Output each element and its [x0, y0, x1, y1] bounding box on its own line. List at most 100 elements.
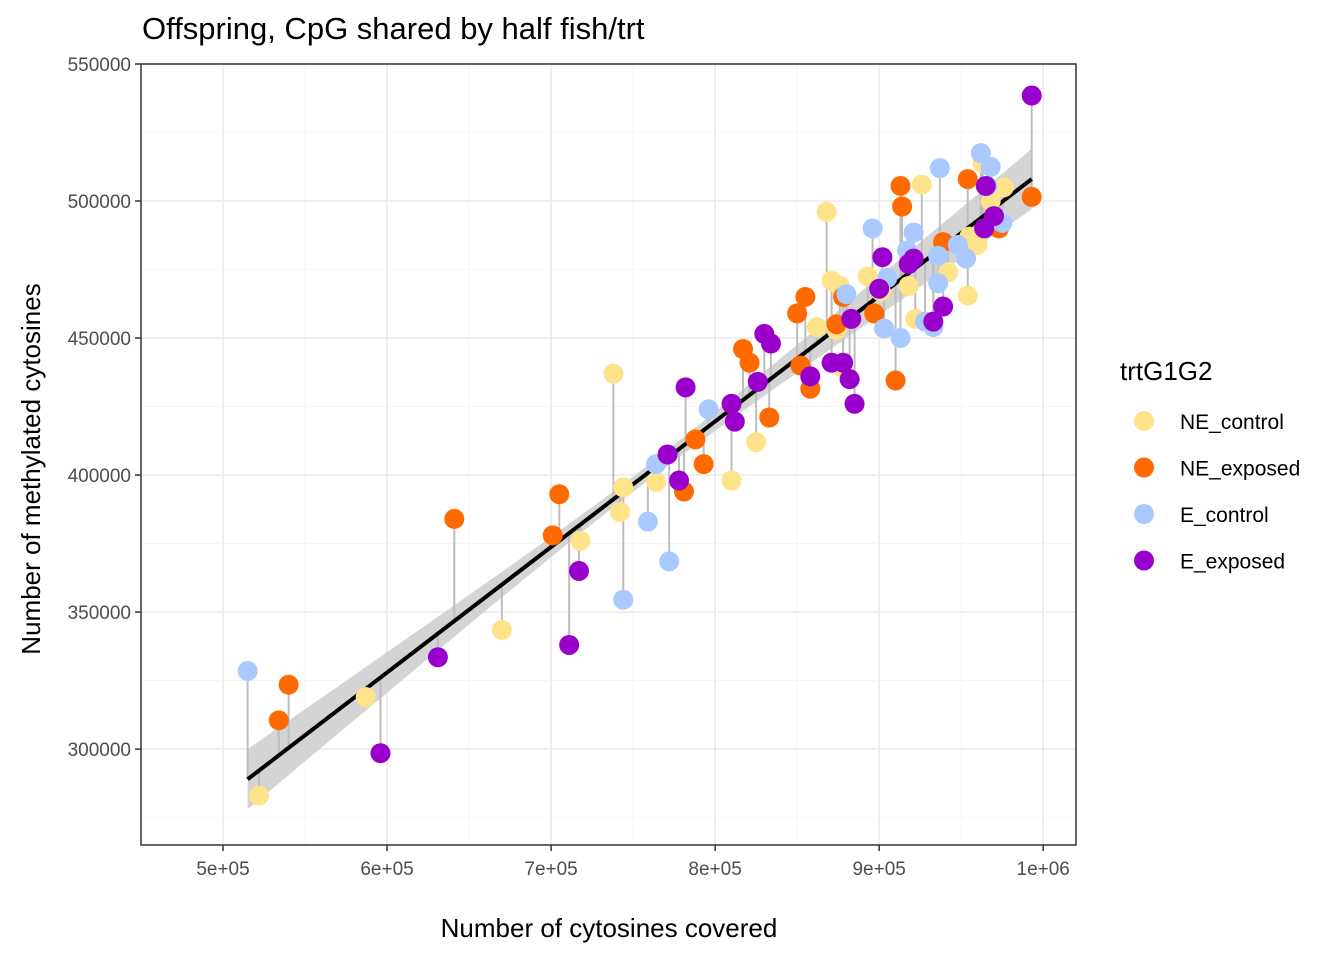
legend-key-e-control	[1134, 504, 1154, 524]
data-point-e-control	[980, 156, 1001, 177]
data-point-e-exposed	[724, 411, 745, 432]
data-point-ne-exposed	[444, 508, 465, 529]
legend-label-ne-control: NE_control	[1180, 411, 1284, 434]
x-tick-label: 5e+05	[196, 859, 249, 880]
data-point-ne-exposed	[787, 303, 808, 324]
data-point-e-control	[928, 245, 949, 266]
data-point-ne-control	[911, 174, 932, 195]
data-point-ne-exposed	[278, 674, 299, 695]
data-point-e-control	[862, 218, 883, 239]
fit-line	[246, 177, 1033, 781]
x-tick-label: 8e+05	[688, 859, 741, 880]
data-point-ne-control	[721, 470, 742, 491]
data-point-e-control	[836, 284, 857, 305]
chart-title: Offspring, CpG shared by half fish/trt	[142, 11, 645, 46]
x-tick-label: 6e+05	[360, 859, 413, 880]
data-point-ne-control	[609, 502, 630, 523]
data-point-ne-control	[355, 687, 376, 708]
data-point-ne-exposed	[890, 175, 911, 196]
data-point-e-exposed	[839, 369, 860, 390]
data-point-e-exposed	[923, 311, 944, 332]
legend: trtG1G2 NE_control NE_exposed E_control E_e…	[1120, 356, 1300, 574]
legend-key-ne-control	[1134, 411, 1154, 431]
data-point-e-control	[637, 511, 658, 532]
data-point-e-exposed	[800, 366, 821, 387]
x-axis-ticks: 5e+05 6e+05 7e+05 8e+05 9e+05 1e+06	[196, 845, 1070, 880]
data-point-e-exposed	[833, 352, 854, 373]
data-point-ne-control	[491, 619, 512, 640]
data-point-e-exposed	[933, 296, 954, 317]
data-point-ne-control	[993, 177, 1014, 198]
data-point-e-control	[874, 318, 895, 339]
data-point-e-exposed	[760, 333, 781, 354]
data-point-e-control	[903, 222, 924, 243]
data-point-e-exposed	[841, 308, 862, 329]
data-point-ne-control	[806, 317, 827, 338]
data-point-e-control	[237, 660, 258, 681]
data-point-ne-exposed	[864, 303, 885, 324]
data-point-e-control	[956, 248, 977, 269]
data-point-e-control	[698, 399, 719, 420]
x-axis-title: Number of cytosines covered	[441, 913, 778, 943]
data-point-e-exposed	[721, 393, 742, 414]
data-point-ne-exposed	[957, 169, 978, 190]
x-tick-label: 7e+05	[524, 859, 577, 880]
data-point-ne-control	[980, 191, 1001, 212]
data-point-e-exposed	[675, 377, 696, 398]
legend-key-ne-exposed	[1134, 457, 1154, 478]
x-tick-label: 1e+06	[1017, 859, 1070, 880]
panel-border	[140, 63, 1077, 846]
y-tick-label: 300000	[68, 740, 131, 761]
y-tick-label: 350000	[68, 603, 131, 624]
data-point-e-control	[613, 589, 634, 610]
data-point-ne-control	[898, 275, 919, 296]
legend-label-ne-exposed: NE_exposed	[1180, 458, 1300, 481]
legend-key-e-exposed	[1134, 550, 1154, 571]
data-point-e-exposed	[1021, 85, 1042, 106]
y-tick-label: 400000	[68, 466, 131, 487]
y-tick-label: 450000	[68, 329, 131, 350]
data-point-ne-exposed	[268, 710, 289, 731]
data-point-e-control	[928, 273, 949, 294]
data-point-ne-control	[646, 471, 667, 492]
y-axis-ticks: 300000 350000 400000 450000 500000 550000	[68, 55, 141, 761]
data-point-ne-exposed	[685, 429, 706, 450]
data-point-e-exposed	[872, 247, 893, 268]
data-point-e-exposed	[983, 206, 1004, 227]
data-point-ne-exposed	[885, 370, 906, 391]
data-point-ne-control	[249, 785, 270, 806]
data-point-e-exposed	[657, 444, 678, 465]
data-point-ne-exposed	[759, 407, 780, 428]
data-point-ne-control	[570, 530, 591, 551]
data-point-ne-exposed	[542, 525, 563, 546]
data-point-e-exposed	[844, 393, 865, 414]
y-tick-label: 550000	[68, 55, 131, 76]
data-point-e-exposed	[559, 634, 580, 655]
data-point-ne-control	[603, 363, 624, 384]
data-point-ne-exposed	[1021, 186, 1042, 207]
plot-border	[140, 63, 1077, 846]
data-point-e-exposed	[869, 278, 890, 299]
regression-line	[246, 177, 1033, 781]
data-point-ne-exposed	[795, 286, 816, 307]
data-point-ne-exposed	[739, 352, 760, 373]
y-axis-title: Number of methylated cytosines	[16, 283, 46, 654]
legend-label-e-exposed: E_exposed	[1180, 551, 1285, 574]
data-point-e-exposed	[903, 248, 924, 269]
legend-label-e-control: E_control	[1180, 504, 1269, 527]
data-point-e-exposed	[370, 743, 391, 764]
data-point-e-control	[890, 328, 911, 349]
data-point-ne-control	[746, 432, 767, 453]
data-point-ne-control	[816, 201, 837, 222]
data-point-e-exposed	[427, 647, 448, 668]
data-point-ne-exposed	[892, 196, 913, 217]
data-point-ne-control	[967, 234, 988, 255]
data-point-ne-control	[957, 285, 978, 306]
data-point-e-exposed	[568, 560, 589, 581]
data-point-e-control	[659, 551, 680, 572]
data-point-ne-control	[613, 477, 634, 498]
x-tick-label: 9e+05	[852, 859, 905, 880]
data-point-e-control	[929, 158, 950, 179]
data-point-e-exposed	[975, 175, 996, 196]
